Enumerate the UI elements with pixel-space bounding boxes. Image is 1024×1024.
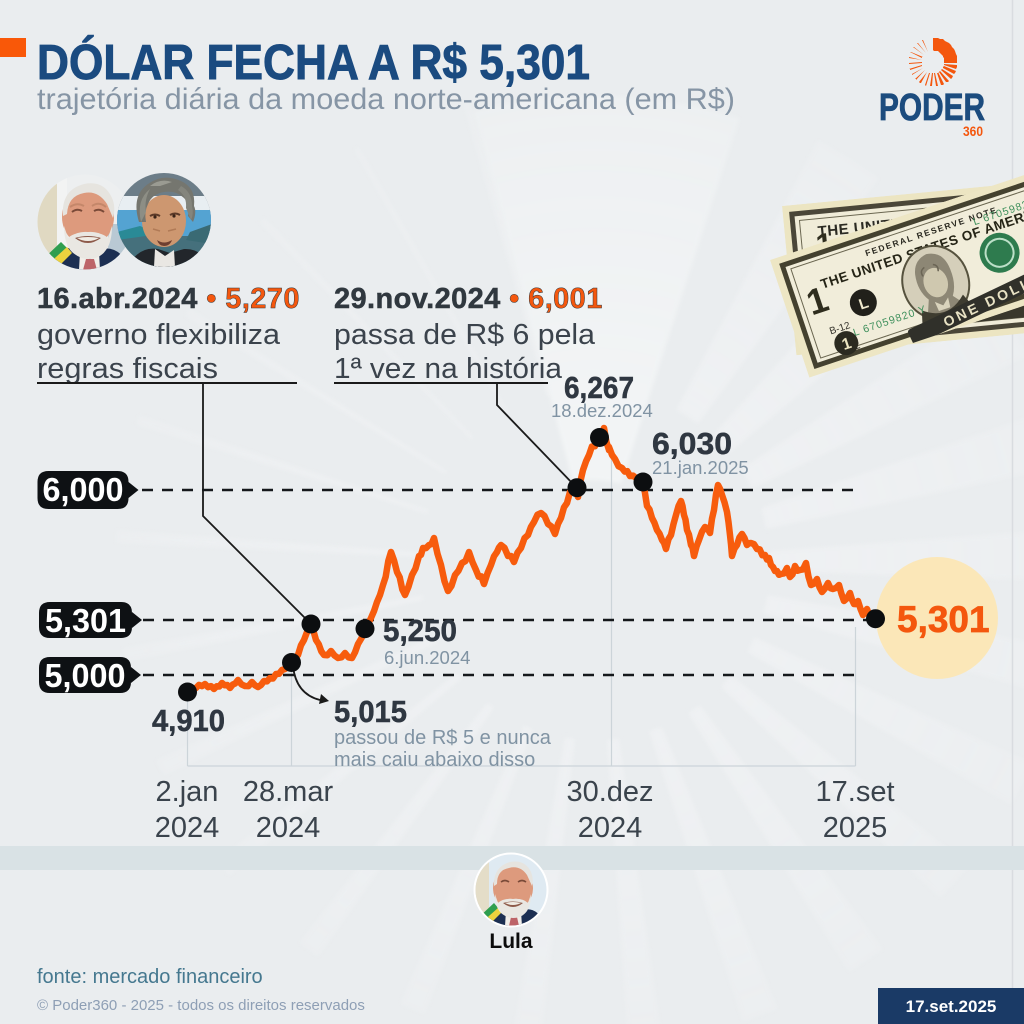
svg-text:28.mar: 28.mar xyxy=(243,776,334,808)
svg-text:governo flexibiliza: governo flexibiliza xyxy=(37,319,281,351)
svg-text:6,267: 6,267 xyxy=(564,370,634,405)
svg-text:fonte: mercado financeiro: fonte: mercado financeiro xyxy=(37,966,263,988)
svg-text:4,910: 4,910 xyxy=(152,703,225,738)
svg-text:17.set.2025: 17.set.2025 xyxy=(906,997,997,1016)
svg-text:passa de R$ 6 pela: passa de R$ 6 pela xyxy=(334,319,596,351)
svg-text:18.dez.2024: 18.dez.2024 xyxy=(551,400,653,421)
svg-text:5,015: 5,015 xyxy=(334,694,407,729)
svg-text:2024: 2024 xyxy=(578,812,643,844)
svg-text:DÓLAR FECHA A R$ 5,301: DÓLAR FECHA A R$ 5,301 xyxy=(37,35,590,90)
svg-text:30.dez: 30.dez xyxy=(566,776,653,808)
svg-text:6,030: 6,030 xyxy=(652,426,732,461)
svg-text:passou de R$ 5 e nunca: passou de R$ 5 e nunca xyxy=(334,727,552,749)
svg-text:16.abr.2024 • 5,270: 16.abr.2024 • 5,270 xyxy=(37,283,300,315)
svg-text:5,250: 5,250 xyxy=(383,613,457,648)
svg-text:mais caiu abaixo disso: mais caiu abaixo disso xyxy=(334,749,535,771)
svg-text:regras fiscais: regras fiscais xyxy=(37,353,218,385)
svg-text:Lula: Lula xyxy=(489,930,532,953)
svg-text:2024: 2024 xyxy=(256,812,321,844)
svg-text:1ª vez na história: 1ª vez na história xyxy=(334,353,563,385)
svg-text:21.jan.2025: 21.jan.2025 xyxy=(652,457,749,478)
svg-text:360: 360 xyxy=(963,123,983,139)
svg-text:5,301: 5,301 xyxy=(897,599,990,640)
svg-text:PODER: PODER xyxy=(879,87,985,129)
svg-text:2.jan: 2.jan xyxy=(156,776,219,808)
svg-text:6.jun.2024: 6.jun.2024 xyxy=(384,647,470,668)
svg-text:5,000: 5,000 xyxy=(45,657,126,694)
svg-text:6,000: 6,000 xyxy=(43,471,124,508)
svg-text:29.nov.2024 • 6,001: 29.nov.2024 • 6,001 xyxy=(334,283,603,315)
svg-text:17.set: 17.set xyxy=(816,776,895,808)
svg-text:trajetória diária da moeda nor: trajetória diária da moeda norte-america… xyxy=(37,83,735,116)
svg-text:© Poder360 - 2025 - todos os d: © Poder360 - 2025 - todos os direitos re… xyxy=(37,997,365,1014)
svg-text:2025: 2025 xyxy=(823,812,888,844)
svg-text:5,301: 5,301 xyxy=(45,602,126,639)
svg-text:2024: 2024 xyxy=(155,812,220,844)
